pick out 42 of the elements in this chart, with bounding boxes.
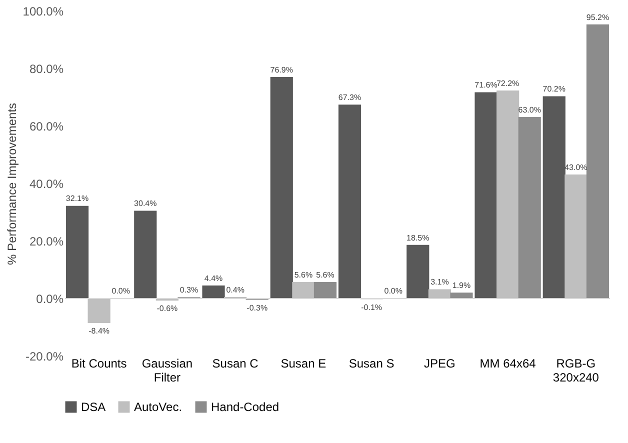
x-tick-label: RGB-G 320x240 [552,356,600,384]
x-tick-label: JPEG [424,356,456,370]
x-tick-label: Gaussian Filter [142,356,193,384]
data-label: 95.2% [586,12,610,22]
y-axis-title: % Performance Improvements [4,102,19,266]
data-label: -0.3% [246,303,268,312]
data-label: 0.0% [384,286,402,296]
y-tick-label: 100.0% [22,4,64,18]
legend-label: DSA [81,400,106,414]
data-label: 0.3% [180,286,198,295]
x-tick-label: Susan S [348,356,394,370]
data-label: 3.1% [430,278,449,287]
data-label: 70.2% [542,84,566,94]
data-label: 72.2% [496,78,520,88]
data-label: 30.4% [134,199,157,208]
data-label: 4.4% [204,274,223,283]
data-label: -0.1% [361,302,382,312]
data-label: 1.9% [452,281,471,290]
x-tick-label: Susan E [280,356,326,370]
data-label: 0.0% [112,286,130,296]
data-label: 5.6% [294,270,313,280]
data-label: 76.9% [270,65,293,74]
x-tick-label: MM 64x64 [480,356,536,370]
data-label: 67.3% [338,93,362,102]
data-label: 18.5% [406,233,430,242]
legend-label: AutoVec. [134,400,182,414]
y-tick-label: 20.0% [29,234,64,248]
y-tick-label: 80.0% [29,62,64,76]
data-label: -0.6% [156,304,178,314]
data-label: -8.4% [88,326,110,336]
x-tick-label: Susan C [212,356,259,370]
y-tick-label: 0.0% [36,292,64,306]
data-label: 5.6% [316,270,334,280]
y-tick-label: 40.0% [29,177,64,191]
y-tick-label: 60.0% [29,120,64,134]
data-label: 0.4% [226,285,244,294]
data-label: 32.1% [66,194,89,204]
x-tick-label: Bit Counts [71,356,127,370]
legend-label: Hand-Coded [211,400,280,414]
y-tick-label: -20.0% [25,350,64,364]
data-label: 63.0% [518,105,541,114]
data-label: 71.6% [474,80,498,90]
